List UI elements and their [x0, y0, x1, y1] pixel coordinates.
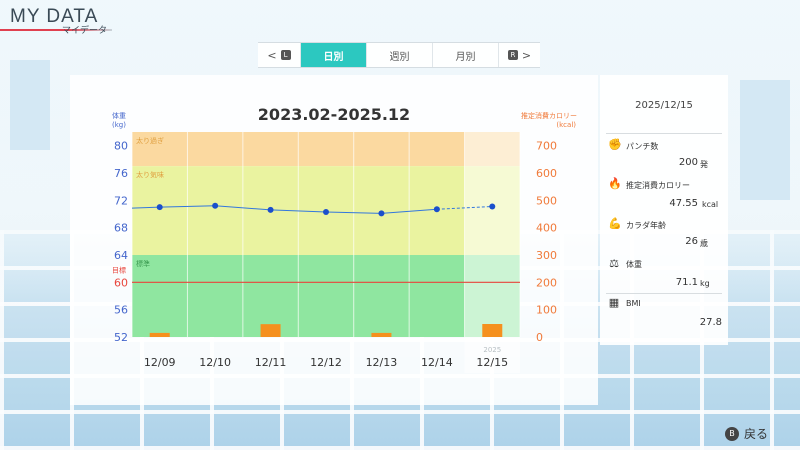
- tab-weekly[interactable]: 週別: [366, 43, 432, 67]
- back-label: 戻る: [743, 427, 768, 441]
- calorie-value: 47.55: [669, 198, 698, 209]
- title-underline: [0, 29, 112, 31]
- left-tick-label: 64: [114, 249, 128, 262]
- x-tick-label: 12/10: [199, 356, 231, 369]
- calorie-bar: [260, 324, 281, 337]
- punch-count-label: パンチ数: [626, 142, 659, 151]
- right-tick-label: 600: [536, 167, 557, 180]
- left-tick-label: 72: [114, 194, 128, 207]
- right-tick-label: 0: [536, 331, 543, 344]
- x-tick-label: 12/13: [366, 356, 398, 369]
- zone-band: [132, 255, 520, 337]
- calorie-bar: [149, 332, 170, 337]
- weight-point: [156, 204, 163, 211]
- l-button-icon: L: [280, 50, 291, 60]
- page-title: MY DATA: [10, 6, 99, 27]
- left-tick-label: 68: [114, 222, 128, 235]
- weight-label: 体重: [626, 260, 642, 269]
- body-age-unit: 歳: [700, 239, 708, 248]
- goal-label: 目標: [112, 265, 126, 274]
- chart-title: 2023.02-2025.12: [257, 105, 411, 124]
- left-tick-label: 80: [114, 140, 128, 153]
- body-age-value: 26: [685, 236, 698, 247]
- right-tick-label: 100: [536, 304, 557, 317]
- tab-next-button[interactable]: R >: [498, 43, 540, 67]
- left-tick-label: 52: [114, 331, 128, 344]
- x-tick-label: 12/12: [310, 356, 342, 369]
- left-tick-label: 56: [114, 304, 128, 317]
- zone-label: 太り過ぎ: [136, 136, 164, 145]
- daily-stats-panel: 2025/12/15 ✊ パンチ数 200 発 🔥 推定消費カロリー 47.55…: [600, 75, 728, 345]
- weight-point: [489, 203, 496, 210]
- x-tick-label: 12/14: [421, 356, 453, 369]
- right-tick-label: 200: [536, 276, 557, 289]
- weight-point: [378, 210, 385, 217]
- period-tabs: < L 日別 週別 月別 R >: [258, 42, 540, 68]
- muscle-icon: 💪: [608, 217, 622, 230]
- tab-daily[interactable]: 日別: [300, 43, 366, 67]
- right-tick-label: 300: [536, 249, 557, 262]
- weight-unit: kg: [700, 279, 710, 288]
- calorie-bar: [371, 332, 392, 337]
- scale-icon: ⚖: [609, 257, 619, 270]
- x-tick-label: 12/15: [476, 356, 508, 369]
- chevron-right-icon: >: [521, 48, 532, 62]
- right-tick-label: 400: [536, 222, 557, 235]
- weight-line-dashed: [436, 205, 493, 210]
- fist-icon: ✊: [608, 138, 622, 151]
- flame-icon: 🔥: [608, 177, 622, 190]
- b-button-icon: B: [724, 426, 739, 441]
- chevron-left-icon: <: [267, 48, 277, 62]
- tab-monthly[interactable]: 月別: [432, 43, 498, 67]
- left-tick-label: 60: [114, 276, 128, 289]
- x-tick-label: 12/09: [144, 356, 176, 369]
- weight-line-lead: [131, 206, 160, 209]
- weight-line: [159, 205, 437, 214]
- bmi-value: 27.8: [699, 317, 722, 328]
- zone-label: 標準: [136, 259, 150, 268]
- weight-point: [267, 206, 274, 213]
- bmi-label: BMI: [626, 299, 641, 308]
- background-block: [10, 60, 50, 150]
- divider: [606, 133, 722, 134]
- punch-count-unit: 発: [700, 160, 708, 169]
- background-block: [740, 80, 790, 200]
- chart-panel: 2023.02-2025.12 体重 (kg) 推定消費カロリー (kcal) …: [70, 75, 598, 405]
- calorie-unit: kcal: [702, 200, 719, 209]
- page-subtitle: マイデータ: [62, 26, 108, 36]
- right-tick-label: 500: [536, 194, 557, 207]
- weight-point: [212, 202, 219, 209]
- punch-count-value: 200: [678, 157, 698, 168]
- left-axis-label: 体重 (kg): [112, 112, 126, 129]
- r-button-icon: R: [507, 50, 518, 60]
- back-button[interactable]: B 戻る: [724, 425, 768, 442]
- body-age-label: カラダ年齢: [626, 221, 666, 230]
- tab-prev-button[interactable]: < L: [258, 43, 300, 67]
- right-axis-label: 推定消費カロリー (kcal): [521, 112, 577, 129]
- left-tick-label: 76: [114, 167, 128, 180]
- x-tick-label: 12/11: [255, 356, 287, 369]
- year-label: 2025: [483, 346, 501, 354]
- zone-band: [132, 132, 520, 167]
- divider: [606, 293, 722, 294]
- calculator-icon: ▦: [608, 296, 620, 309]
- calorie-bar: [482, 324, 503, 337]
- selected-date: 2025/12/15: [635, 100, 693, 111]
- weight-point: [433, 206, 440, 213]
- right-tick-label: 700: [536, 140, 557, 153]
- weight-value: 71.1: [675, 277, 698, 288]
- weight-point: [323, 208, 329, 215]
- zone-label: 太り気味: [136, 170, 164, 179]
- calorie-label: 推定消費カロリー: [626, 181, 690, 190]
